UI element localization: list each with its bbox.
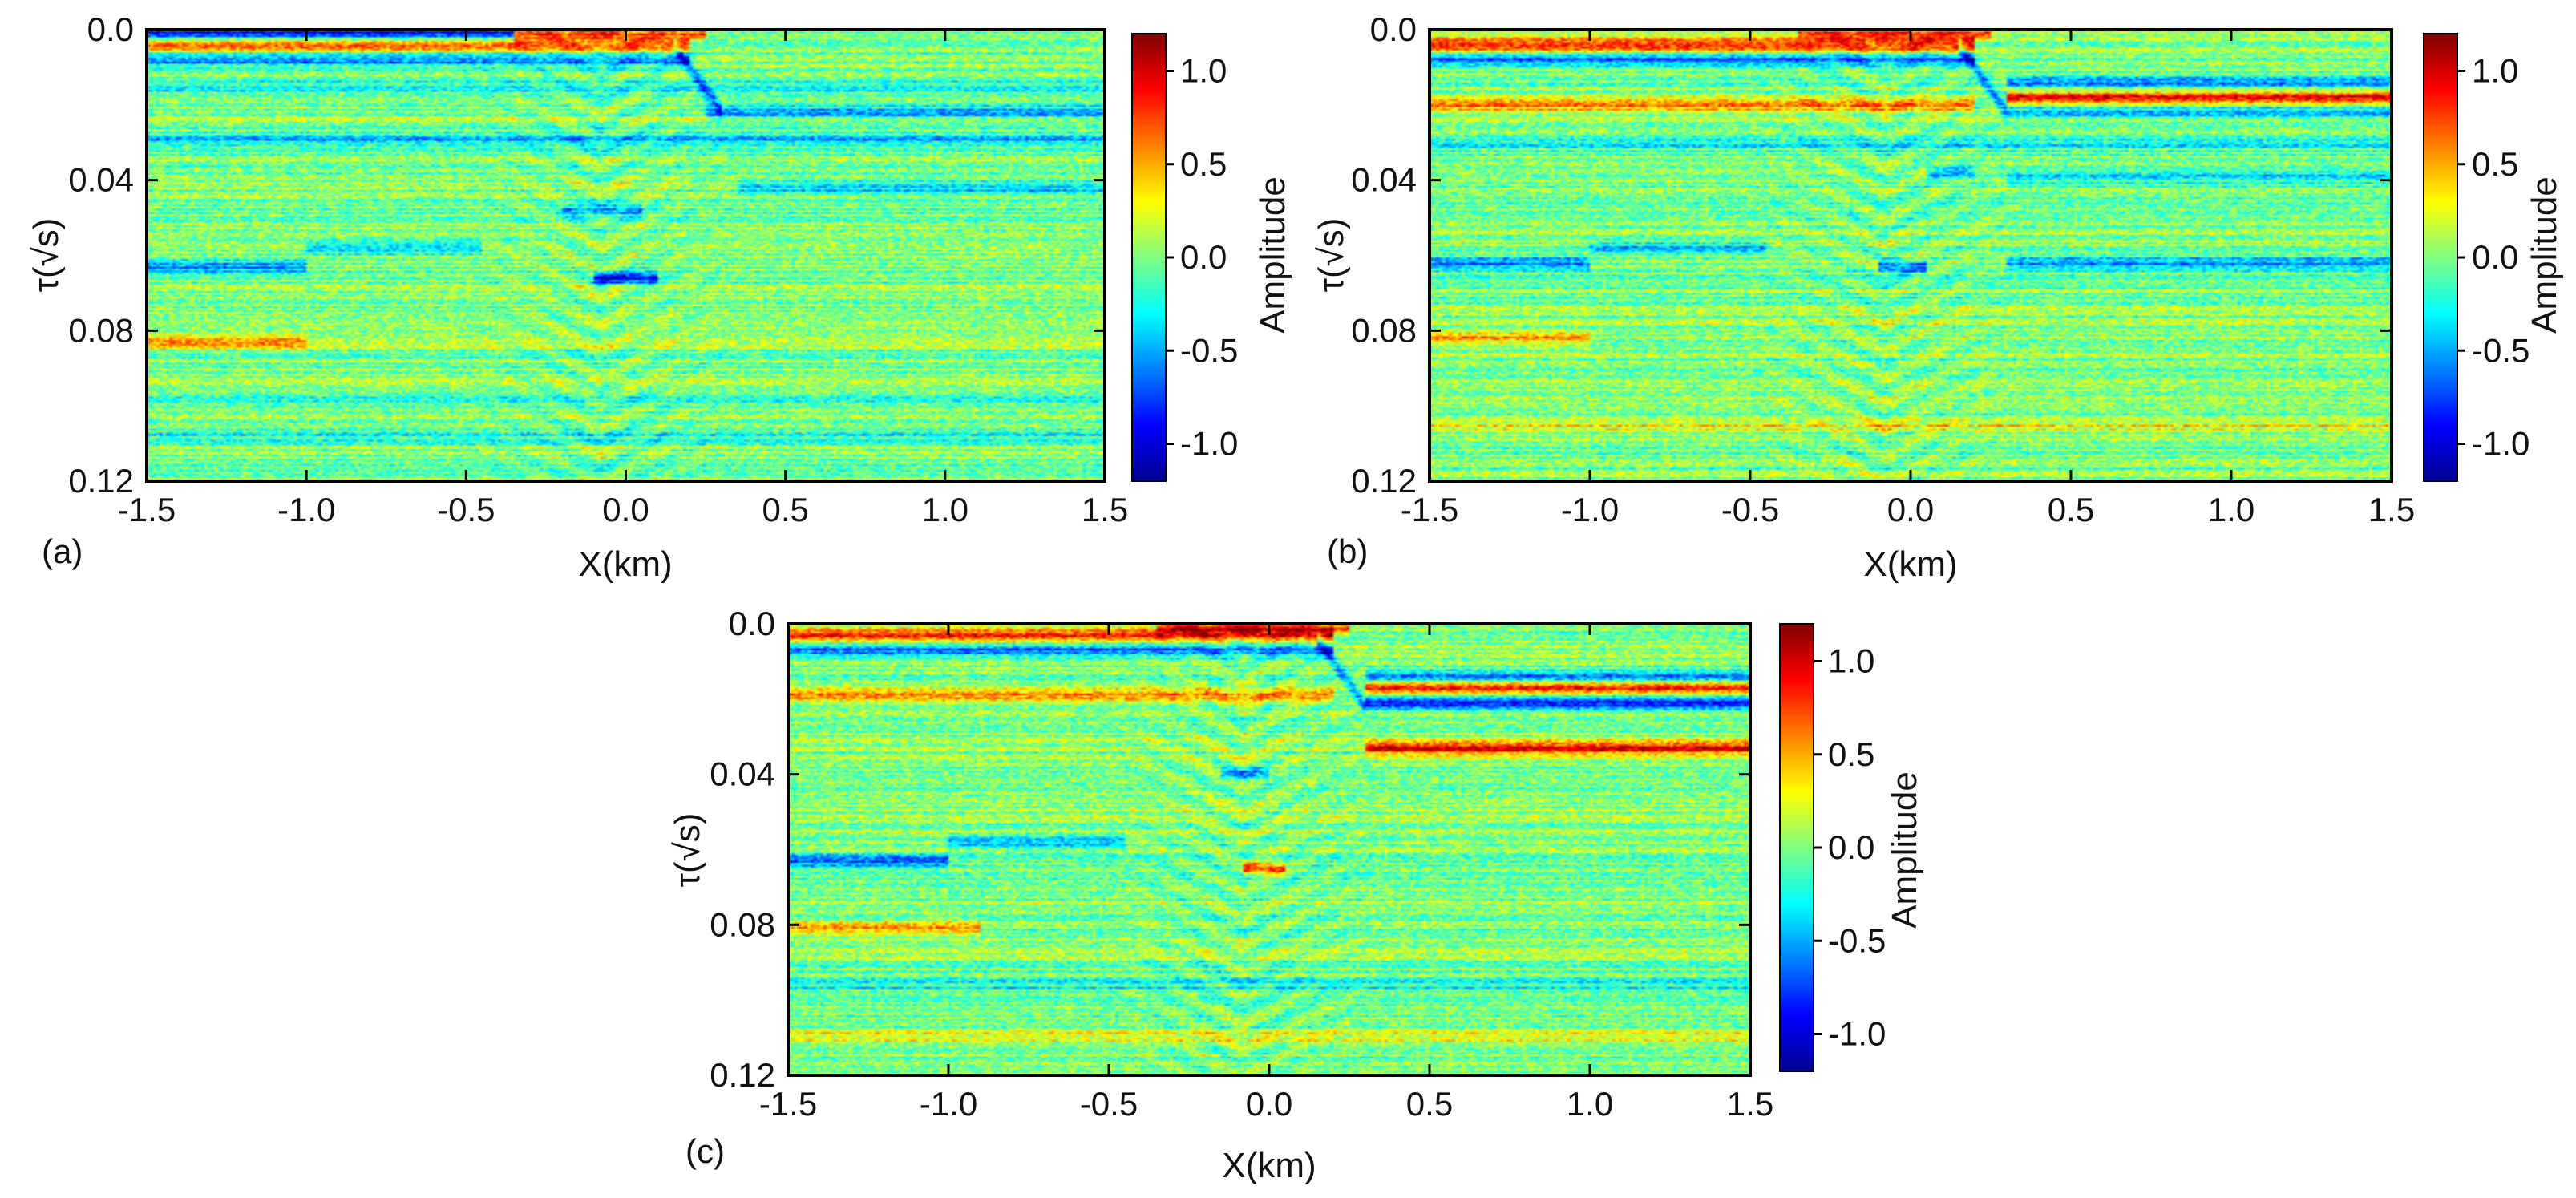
x-tick-label: 1.5 bbox=[1082, 491, 1128, 528]
panel-label-b: (b) bbox=[1327, 532, 1368, 570]
panel-label-a: (a) bbox=[42, 532, 83, 570]
panel-label-c: (c) bbox=[685, 1132, 725, 1170]
colorbar-tick-label: 0.0 bbox=[2472, 238, 2518, 276]
x-tick-label: 0.5 bbox=[1406, 1085, 1453, 1123]
x-tick-label: -0.5 bbox=[1721, 491, 1779, 528]
colorbar-ticks-b: 1.0 0.5 0.0 -0.5 -1.0 bbox=[2457, 52, 2529, 463]
colorbar-title-b: Amplitude bbox=[2525, 176, 2564, 334]
x-tick-label: 1.5 bbox=[2368, 491, 2415, 528]
colorbar-tick-label: -1.0 bbox=[2472, 425, 2529, 463]
y-tick-label: 0.04 bbox=[710, 755, 775, 793]
x-axis-title-c: X(km) bbox=[1222, 1146, 1316, 1185]
colorbar-tick-label: -1.0 bbox=[1828, 1015, 1886, 1053]
y-tick-label: 0.12 bbox=[68, 462, 134, 500]
x-tick-label: 0.0 bbox=[1887, 491, 1934, 528]
colorbar-tick-label: 0.5 bbox=[1828, 735, 1874, 773]
x-tick-label: -1.5 bbox=[118, 491, 176, 528]
x-tick-label: 0.0 bbox=[602, 491, 649, 528]
colorbar-tick-label: 1.0 bbox=[1180, 52, 1227, 90]
colorbar-title-a: Amplitude bbox=[1253, 176, 1292, 334]
x-tick-label: -0.5 bbox=[437, 491, 495, 528]
panel-a: -1.5 -1.0 -0.5 0.0 0.5 1.0 1.5 0.0 0.04 0.08 0.12… bbox=[26, 10, 1292, 584]
x-tick-label: -0.5 bbox=[1080, 1085, 1138, 1123]
x-tick-label: -1.5 bbox=[1401, 491, 1458, 528]
x-tick-label: 0.5 bbox=[2048, 491, 2094, 528]
x-axis-a: -1.5 -1.0 -0.5 0.0 0.5 1.0 1.5 bbox=[118, 30, 1128, 528]
seismic-image-b bbox=[1430, 30, 2392, 481]
x-tick-label: 0.0 bbox=[1246, 1085, 1292, 1123]
x-axis-title-a: X(km) bbox=[578, 544, 672, 584]
y-tick-label: 0.0 bbox=[729, 605, 775, 642]
x-tick-label: -1.0 bbox=[277, 491, 335, 528]
colorbar-ticks-a: 1.0 0.5 0.0 -0.5 -1.0 bbox=[1166, 52, 1238, 463]
panel-c: -1.5 -1.0 -0.5 0.0 0.5 1.0 1.5 0.0 0.04 0.08 0.12… bbox=[668, 605, 1924, 1185]
colorbar-a bbox=[1131, 33, 1167, 482]
colorbar-tick-label: -0.5 bbox=[1180, 331, 1238, 369]
colorbar-tick-label: 1.0 bbox=[2472, 52, 2518, 90]
y-axis-title-a: τ(√s) bbox=[26, 218, 66, 293]
y-tick-label: 0.04 bbox=[1351, 161, 1417, 199]
y-axis-c: 0.0 0.04 0.08 0.12 bbox=[710, 605, 1750, 1094]
colorbar-tick-label: -0.5 bbox=[2472, 331, 2529, 369]
colorbar-title-c: Amplitude bbox=[1885, 771, 1924, 929]
y-axis-title-c: τ(√s) bbox=[668, 813, 707, 888]
x-tick-label: 1.0 bbox=[2208, 491, 2255, 528]
y-tick-label: 0.0 bbox=[87, 10, 134, 48]
colorbar-ticks-c: 1.0 0.5 0.0 -0.5 -1.0 bbox=[1814, 642, 1886, 1053]
x-tick-label: -1.0 bbox=[920, 1085, 977, 1123]
x-tick-label: 1.5 bbox=[1727, 1085, 1773, 1123]
y-tick-label: 0.08 bbox=[1351, 311, 1417, 349]
x-tick-label: 0.5 bbox=[762, 491, 808, 528]
seismic-image-c bbox=[788, 624, 1750, 1075]
x-tick-label: 1.0 bbox=[1567, 1085, 1613, 1123]
y-tick-label: 0.08 bbox=[68, 311, 134, 349]
x-tick-label: 1.0 bbox=[922, 491, 969, 528]
y-tick-label: 0.08 bbox=[710, 905, 775, 943]
x-axis-title-b: X(km) bbox=[1863, 544, 1957, 584]
colorbar-c bbox=[1779, 623, 1814, 1072]
y-tick-label: 0.04 bbox=[68, 161, 134, 199]
colorbar-tick-label: 0.0 bbox=[1828, 828, 1874, 866]
y-axis-title-b: τ(√s) bbox=[1312, 218, 1351, 293]
colorbar-tick-label: 0.0 bbox=[1180, 238, 1227, 276]
y-tick-label: 0.12 bbox=[710, 1056, 775, 1094]
x-axis-b: -1.5 -1.0 -0.5 0.0 0.5 1.0 1.5 bbox=[1401, 30, 2415, 528]
colorbar-tick-label: 0.5 bbox=[2472, 145, 2518, 183]
y-tick-label: 0.12 bbox=[1351, 462, 1417, 500]
colorbar-tick-label: -1.0 bbox=[1180, 425, 1238, 463]
colorbar-b bbox=[2423, 33, 2458, 482]
panel-b: -1.5 -1.0 -0.5 0.0 0.5 1.0 1.5 0.0 0.04 0.08 0.12… bbox=[1312, 10, 2564, 584]
x-tick-label: -1.5 bbox=[759, 1085, 817, 1123]
colorbar-tick-label: 1.0 bbox=[1828, 642, 1874, 680]
x-axis-c: -1.5 -1.0 -0.5 0.0 0.5 1.0 1.5 bbox=[759, 624, 1773, 1123]
seismic-image-a bbox=[147, 30, 1105, 481]
y-tick-label: 0.0 bbox=[1370, 10, 1417, 48]
y-axis-a: 0.0 0.04 0.08 0.12 bbox=[68, 10, 1105, 500]
colorbar-tick-label: -0.5 bbox=[1828, 921, 1886, 959]
colorbar-tick-label: 0.5 bbox=[1180, 145, 1227, 183]
y-axis-b: 0.0 0.04 0.08 0.12 bbox=[1351, 10, 2392, 500]
x-tick-label: -1.0 bbox=[1561, 491, 1619, 528]
